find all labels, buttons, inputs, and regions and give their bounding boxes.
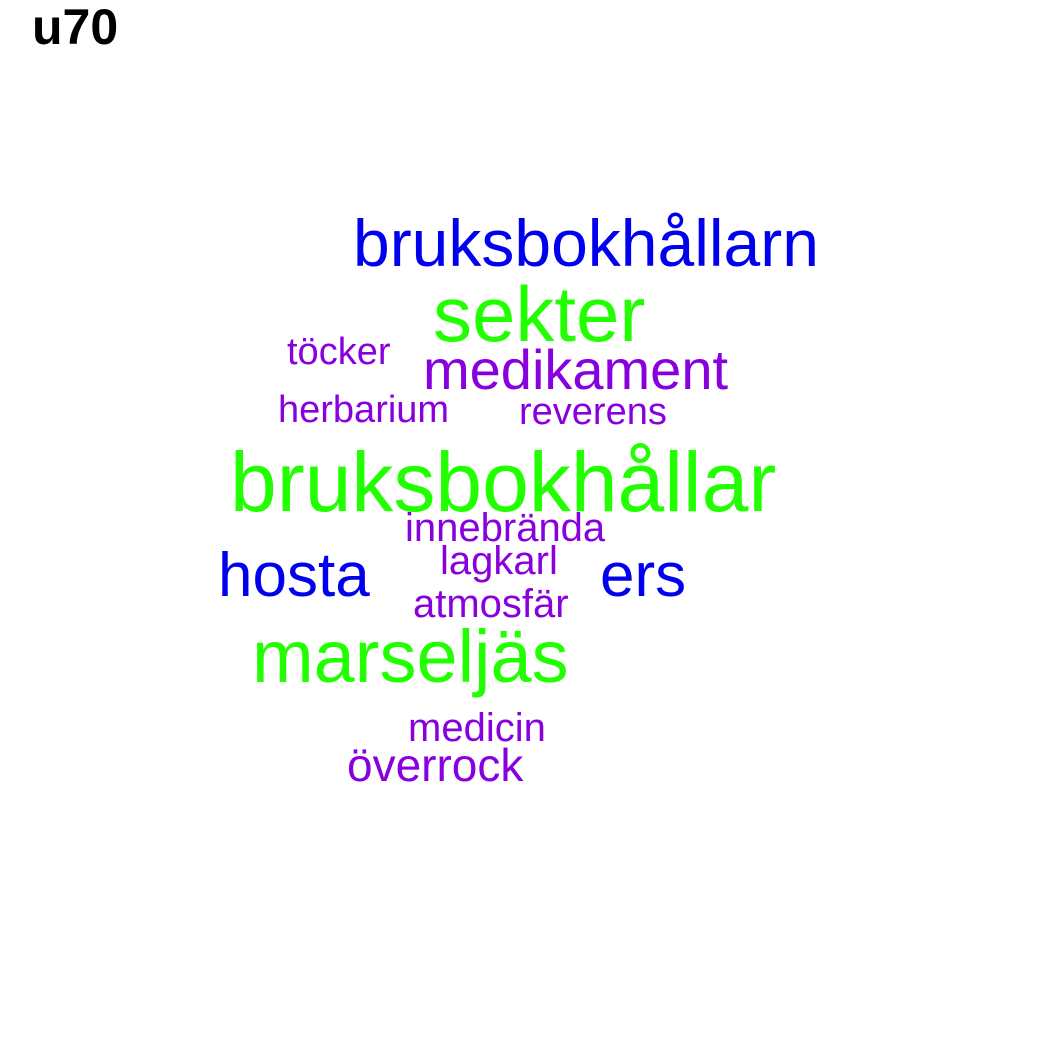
word-reverens: reverens	[519, 391, 667, 433]
word-innebranda: innebrända	[405, 506, 606, 550]
word-atmosfar: atmosfär	[413, 582, 569, 626]
plot-title: u70	[32, 0, 119, 55]
word-herbarium: herbarium	[278, 389, 450, 431]
word-ers: ers	[600, 541, 687, 610]
word-marseljas: marseljäs	[252, 615, 569, 698]
word-bruksbokhallarn: bruksbokhållarn	[353, 206, 819, 280]
word-medicin: medicin	[408, 706, 546, 750]
word-tocker: töcker	[287, 331, 391, 373]
word-medikament: medikament	[423, 338, 729, 401]
word-lagkarl: lagkarl	[440, 539, 558, 583]
word-hosta: hosta	[218, 541, 370, 610]
word-overrock: överrock	[347, 739, 524, 791]
word-bruksbokhallar: bruksbokhållar	[230, 435, 777, 529]
word-sekter: sekter	[433, 270, 646, 358]
